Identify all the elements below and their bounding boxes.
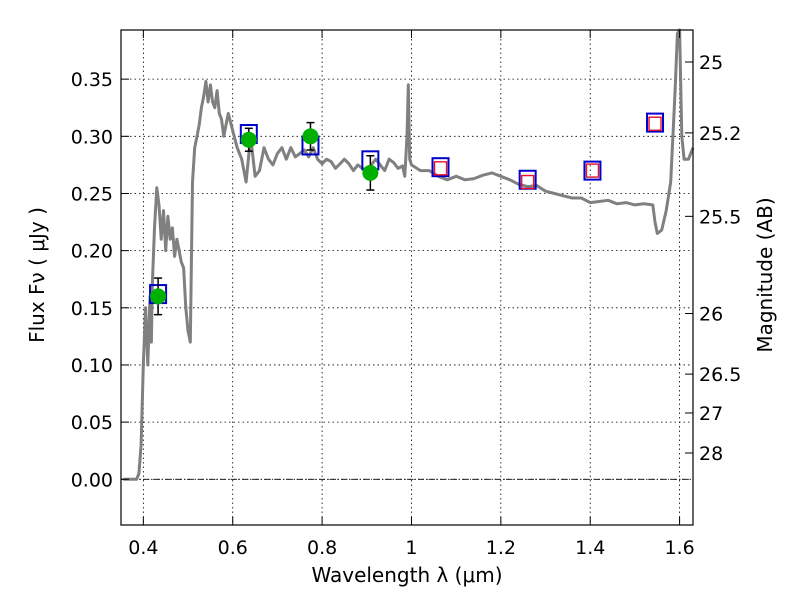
- magnitude-tick-labels: 25 25.2 25.5 26 26.5 27 28: [699, 52, 741, 465]
- x-tick-label-5: 1.4: [575, 537, 605, 559]
- x-tick-label-3: 1: [405, 537, 417, 559]
- model-photometry-square-6: [583, 160, 602, 181]
- magnitude-tick-label-1: 25.2: [699, 123, 741, 145]
- magnitude-tick-label-3: 26: [699, 304, 723, 326]
- y-tick-label-0: 0.00: [71, 469, 113, 491]
- y-tick-label-6: 0.30: [71, 126, 113, 148]
- model-photometry-square-4: [431, 157, 450, 178]
- plot-frame: [120, 29, 694, 526]
- y-tick-label-3: 0.15: [71, 298, 113, 320]
- x-tick-label-2: 0.8: [307, 537, 337, 559]
- ticks: [121, 30, 693, 525]
- x-tick-label-0: 0.4: [128, 537, 158, 559]
- magnitude-tick-label-4: 26.5: [699, 364, 741, 386]
- magnitude-tick-label-5: 27: [699, 403, 723, 425]
- y-tick-label-2: 0.10: [71, 355, 113, 377]
- y-tick-label-4: 0.20: [71, 241, 113, 263]
- x-tick-label-6: 1.6: [664, 537, 694, 559]
- model-photometry-square-7: [646, 112, 665, 133]
- x-tick-labels: 0.4 0.6 0.8 1 1.2 1.4 1.6: [128, 537, 694, 559]
- predicted-nir-square-0: [433, 161, 448, 176]
- observed-flux-point-3: [362, 164, 379, 181]
- grid: [121, 30, 693, 525]
- series-layer: [123, 28, 695, 481]
- predicted-nir-square-2: [585, 163, 600, 178]
- magnitude-tick-label-6: 28: [699, 443, 723, 465]
- y-tick-labels: 0.00 0.05 0.10 0.15 0.20 0.25 0.30 0.35: [71, 69, 113, 491]
- observed-flux-point-2: [302, 128, 319, 145]
- y-tick-label-1: 0.05: [71, 412, 113, 434]
- model-sed-line: [123, 28, 695, 481]
- y-axis-title: Flux Fν ( μJy ): [25, 207, 49, 343]
- y-tick-label-5: 0.25: [71, 183, 113, 205]
- observed-flux-point-0: [150, 288, 167, 305]
- observed-flux-point-1: [240, 131, 257, 148]
- x-tick-label-1: 0.6: [218, 537, 248, 559]
- y-tick-label-7: 0.35: [71, 69, 113, 91]
- y2-axis-title: Magnitude (AB): [753, 197, 777, 352]
- magnitude-tick-label-0: 25: [699, 52, 723, 74]
- predicted-nir-square-3: [648, 116, 662, 131]
- magnitude-tick-label-2: 25.5: [699, 206, 741, 228]
- predicted-nir-square-1: [520, 174, 535, 190]
- x-axis-title: Wavelength λ (μm): [311, 563, 502, 587]
- x-tick-label-4: 1.2: [486, 537, 516, 559]
